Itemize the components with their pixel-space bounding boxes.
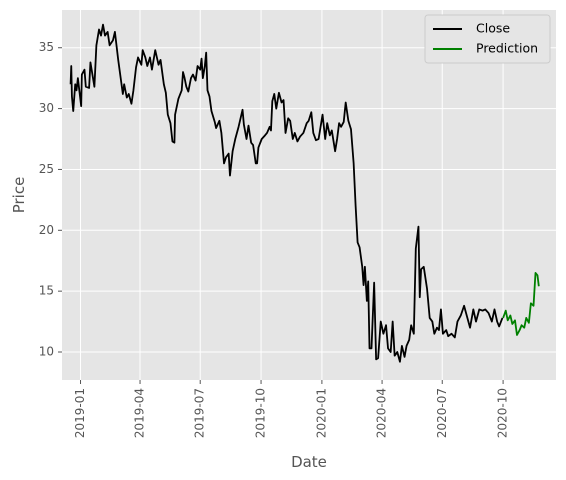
legend-label-prediction: Prediction bbox=[476, 41, 538, 56]
plot-area bbox=[62, 10, 556, 380]
legend-box bbox=[424, 14, 551, 64]
series-line-close bbox=[69, 23, 504, 363]
grid bbox=[62, 10, 556, 380]
x-tick-label: 2019-07 bbox=[193, 388, 207, 438]
y-tick-label: 30 bbox=[39, 101, 54, 115]
x-tick-label: 2020-10 bbox=[496, 388, 510, 438]
x-tick-label: 2019-10 bbox=[254, 388, 268, 438]
x-tick-label: 2020-01 bbox=[314, 388, 328, 438]
x-tick-label: 2019-04 bbox=[133, 388, 147, 438]
series-line-prediction bbox=[502, 271, 540, 336]
y-tick-label: 20 bbox=[39, 223, 54, 237]
y-axis: 10 15 20 25 30 35 bbox=[39, 40, 62, 359]
legend-label-close: Close bbox=[476, 21, 510, 36]
y-axis-label: Price bbox=[10, 177, 28, 214]
series-layer bbox=[69, 23, 540, 363]
x-tick-label: 2020-04 bbox=[375, 388, 389, 438]
x-tick-label: 2019-01 bbox=[73, 388, 87, 438]
x-axis-label: Date bbox=[291, 453, 327, 471]
y-tick-label: 35 bbox=[39, 40, 54, 54]
legend: Close Prediction bbox=[424, 14, 551, 64]
x-tick-label: 2020-07 bbox=[435, 388, 449, 438]
y-tick-label: 25 bbox=[39, 162, 54, 176]
y-tick-label: 10 bbox=[39, 345, 54, 359]
y-tick-label: 15 bbox=[39, 284, 54, 298]
x-axis: 2019-01 2019-04 2019-07 2019-10 2020-01 2020-… bbox=[73, 380, 510, 438]
